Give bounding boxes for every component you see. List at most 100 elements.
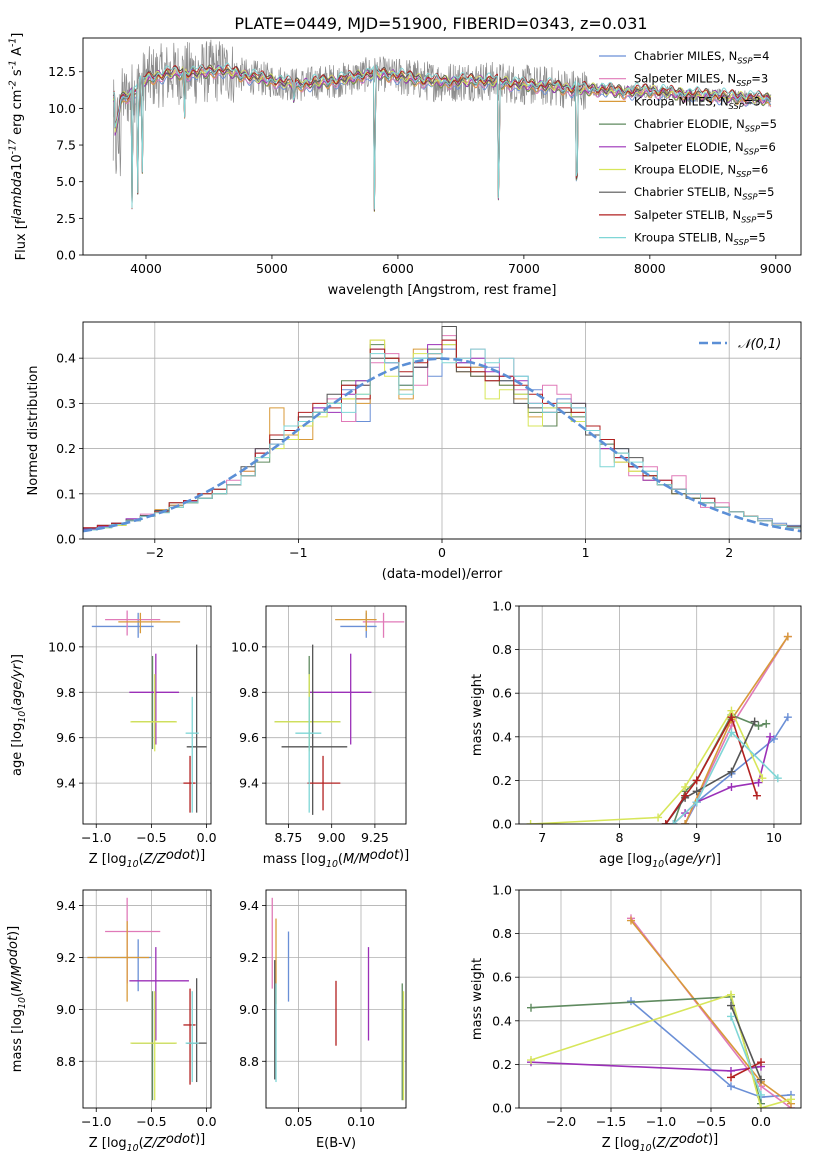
mass-weight-marker xyxy=(758,774,767,783)
y-tick-label: 1.0 xyxy=(492,883,512,898)
y-tick-label: 9.4 xyxy=(56,776,76,791)
legend-label: Kroupa MILES, NSSP=3 xyxy=(634,94,761,110)
x-tick-label: 7000 xyxy=(508,261,540,276)
residual-histogram-panel: −2 −1 0 1 2 0.0 0.1 0.2 0.3 0.4 (data-model)/error… xyxy=(26,321,802,582)
x-tick-label: 9.25 xyxy=(361,830,389,845)
axes-frame xyxy=(82,889,212,1109)
mass-weight-line xyxy=(730,1016,762,1096)
x-tick-label: −1.5 xyxy=(596,1114,626,1129)
mass-weight-marker xyxy=(757,1090,765,1099)
x-axis-label: wavelength [Angstrom, rest frame] xyxy=(328,283,557,298)
mass-weight-marker xyxy=(661,820,670,824)
axes-frame xyxy=(265,605,407,825)
model-spectrum-line xyxy=(113,65,772,212)
y-tick-label: 0.2 xyxy=(56,441,76,456)
mass-weight-marker xyxy=(766,732,775,741)
y-tick-label: 2.5 xyxy=(56,211,76,226)
mass-weight-marker xyxy=(627,997,635,1006)
legend-label: 𝒩(0,1) xyxy=(738,337,781,352)
mass-weight-marker xyxy=(727,713,736,722)
y-axis-label: mass weight xyxy=(470,674,485,756)
x-tick-label: 0.0 xyxy=(197,1114,217,1129)
model-spectrum-line xyxy=(113,62,772,210)
legend-label: Chabrier MILES, NSSP=4 xyxy=(634,49,769,65)
x-tick-label: 5000 xyxy=(256,261,288,276)
y-tick-label: 7.5 xyxy=(56,138,76,153)
mass-weight-line xyxy=(730,1061,762,1079)
y-tick-label: 8.8 xyxy=(239,1054,259,1069)
plot-area xyxy=(91,610,207,813)
legend-label: Chabrier STELIB, NSSP=5 xyxy=(634,185,774,201)
axes-frame xyxy=(265,889,407,1109)
model-spectrum-line xyxy=(112,64,772,211)
y-tick-label: 5.0 xyxy=(56,174,76,189)
y-tick-label: 0.8 xyxy=(492,926,512,941)
legend-label: Salpeter ELODIE, NSSP=6 xyxy=(634,140,776,156)
x-tick-label: −2.0 xyxy=(546,1114,576,1129)
age-vs-mass-panel: 8.75 9.00 9.25 9.4 9.6 9.8 10.0 mass [log10(M/M… xyxy=(231,605,409,870)
mass-weight-marker xyxy=(750,717,759,726)
mass-weight-marker xyxy=(692,776,701,785)
y-tick-label: 9.4 xyxy=(239,776,259,791)
y-tick-label: 0.0 xyxy=(492,817,512,832)
axes-frame xyxy=(518,605,802,825)
mass-weight-line xyxy=(730,1005,762,1080)
mass-vs-ebv-panel: 0.05 0.10 8.8 9.0 9.2 9.4 E(B-V) xyxy=(239,889,407,1151)
y-tick-label: 0.4 xyxy=(492,729,512,744)
x-tick-label: −0.5 xyxy=(136,830,166,845)
plot-area xyxy=(274,610,405,815)
x-axis-label: Z [log10(Z/Zodot)] xyxy=(89,848,206,870)
mass-weight-line xyxy=(530,995,762,1104)
plot-area xyxy=(527,914,795,1108)
spectrum-panel: 4000 5000 6000 7000 8000 9000 0.0 2.5 5.0 7.5 10.0… xyxy=(7,33,802,298)
mass-weight-marker xyxy=(727,990,735,999)
mass-weight-marker xyxy=(526,820,535,824)
y-tick-label: 9.6 xyxy=(239,730,259,745)
mass-vs-metallicity-panel: −1.0 −0.5 0.0 8.8 9.0 9.2 9.4 Z [log10(Z/Zodot)… xyxy=(6,889,217,1154)
model-spectrum-line xyxy=(112,69,772,212)
mass-weight-marker xyxy=(681,782,690,791)
mass-weight-marker xyxy=(762,719,771,728)
x-tick-label: −1.0 xyxy=(81,830,111,845)
x-axis-label: mass [log10(M/Modot)] xyxy=(263,848,409,870)
y-tick-label: 9.6 xyxy=(56,730,76,745)
y-tick-label: 0.1 xyxy=(56,486,76,501)
y-axis-label: Normed distribution xyxy=(26,366,41,496)
x-tick-label: −1 xyxy=(289,545,307,560)
mass-weight-line xyxy=(530,993,792,1108)
x-axis-label: E(B-V) xyxy=(316,1136,356,1151)
age-vs-metallicity-panel: −1.0 −0.5 0.0 9.4 9.6 9.8 10.0 Z [log10(Z/Zodot… xyxy=(10,605,217,870)
figure-title: PLATE=0449, MJD=51900, FIBERID=0343, z=0… xyxy=(234,14,647,33)
mass-weight-marker xyxy=(757,1104,765,1108)
y-tick-label: 1.0 xyxy=(492,599,512,614)
y-tick-label: 9.8 xyxy=(239,685,259,700)
x-axis-label: (data-model)/error xyxy=(382,567,503,582)
mass-weight-line xyxy=(672,713,767,824)
y-tick-label: 0.4 xyxy=(56,351,76,366)
mass-weight-marker xyxy=(527,1003,535,1012)
y-tick-label: 0.2 xyxy=(492,1057,512,1072)
y-tick-label: 9.4 xyxy=(239,898,259,913)
mass-weight-marker xyxy=(783,713,792,722)
mass-weight-line xyxy=(630,1000,792,1098)
axes-frame xyxy=(82,37,802,256)
x-tick-label: 9 xyxy=(693,830,701,845)
y-tick-label: 0.0 xyxy=(56,532,76,547)
mass-weight-marker xyxy=(627,916,635,925)
y-tick-label: 9.4 xyxy=(56,898,76,913)
x-tick-label: 10 xyxy=(766,830,782,845)
x-tick-label: 9000 xyxy=(760,261,792,276)
x-tick-label: 1 xyxy=(582,545,590,560)
y-tick-label: 0.6 xyxy=(492,686,512,701)
mass-weight-marker xyxy=(783,632,792,641)
x-tick-label: 7 xyxy=(538,830,546,845)
x-tick-label: −2 xyxy=(146,545,164,560)
y-tick-label: 12.5 xyxy=(48,64,76,79)
mass-weight-marker xyxy=(773,774,782,783)
mass-weight-marker xyxy=(527,1056,535,1065)
y-tick-label: 9.8 xyxy=(56,685,76,700)
plot-area xyxy=(87,897,207,1101)
gaussian-reference-curve xyxy=(83,357,801,533)
mass-weight-marker xyxy=(754,721,763,730)
massweight-vs-age-panel: 7 8 9 10 0.0 0.2 0.4 0.6 0.8 1.0 age [log10(age/yr… xyxy=(470,599,802,870)
